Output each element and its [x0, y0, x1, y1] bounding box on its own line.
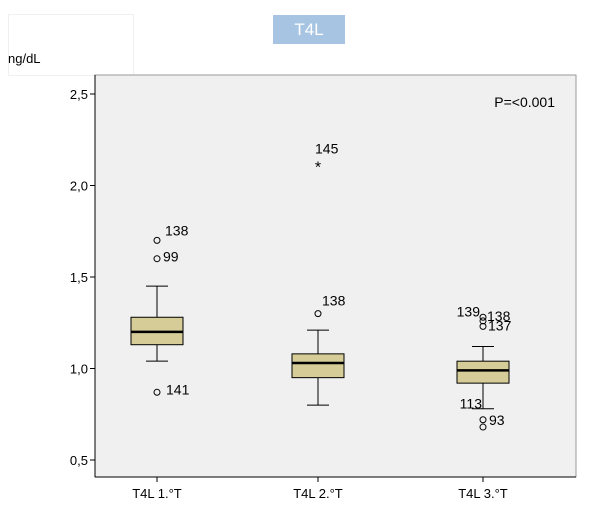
outlier-marker	[479, 313, 487, 321]
outlier-label: 141	[166, 381, 190, 397]
outlier-marker	[153, 255, 161, 263]
box-1: 138 99 141	[130, 222, 190, 397]
outlier-label: 138	[487, 308, 511, 324]
p-value-annotation: P=<0.001	[494, 94, 555, 110]
box-2: * 145 138	[291, 140, 346, 406]
outlier-label: 138	[165, 222, 189, 238]
extreme-outlier-marker: *	[315, 159, 321, 176]
iqr-box	[291, 353, 345, 379]
y-tick-label: 2,5	[70, 87, 88, 102]
outlier-marker	[153, 388, 161, 396]
chart-title: T4L	[273, 15, 345, 44]
outlier-label: 138	[322, 293, 346, 309]
y-tick-label: 1,5	[70, 270, 88, 285]
x-tick-label: T4L 1.°T	[132, 486, 182, 501]
outlier-marker	[314, 310, 322, 318]
x-tick-label: T4L 2.°T	[293, 486, 343, 501]
outlier-label: 139	[457, 303, 481, 319]
iqr-box	[456, 360, 510, 384]
outlier-label: 99	[163, 249, 179, 265]
outlier-label: 113	[460, 396, 483, 412]
y-axis: 2,5 2,0 1,5 1,0 0,5	[70, 75, 96, 477]
outlier-marker	[479, 423, 487, 431]
x-axis: T4L 1.°T T4L 2.°T T4L 3.°T	[95, 476, 576, 501]
outlier-marker	[479, 416, 487, 424]
outlier-marker	[479, 322, 487, 330]
outlier-label: 93	[489, 412, 505, 428]
plot-area	[94, 74, 577, 478]
y-tick-label: 2,0	[70, 179, 88, 194]
outlier-marker	[479, 317, 487, 325]
outlier-label: 145	[315, 140, 339, 156]
legend-placeholder-box	[8, 14, 134, 76]
y-tick-label: 0,5	[70, 453, 88, 468]
outlier-label: 137	[488, 317, 512, 333]
y-tick-label: 1,0	[70, 362, 88, 377]
x-tick-label: T4L 3.°T	[458, 486, 508, 501]
y-axis-label: ng/dL	[8, 51, 41, 66]
outlier-marker	[153, 236, 161, 244]
